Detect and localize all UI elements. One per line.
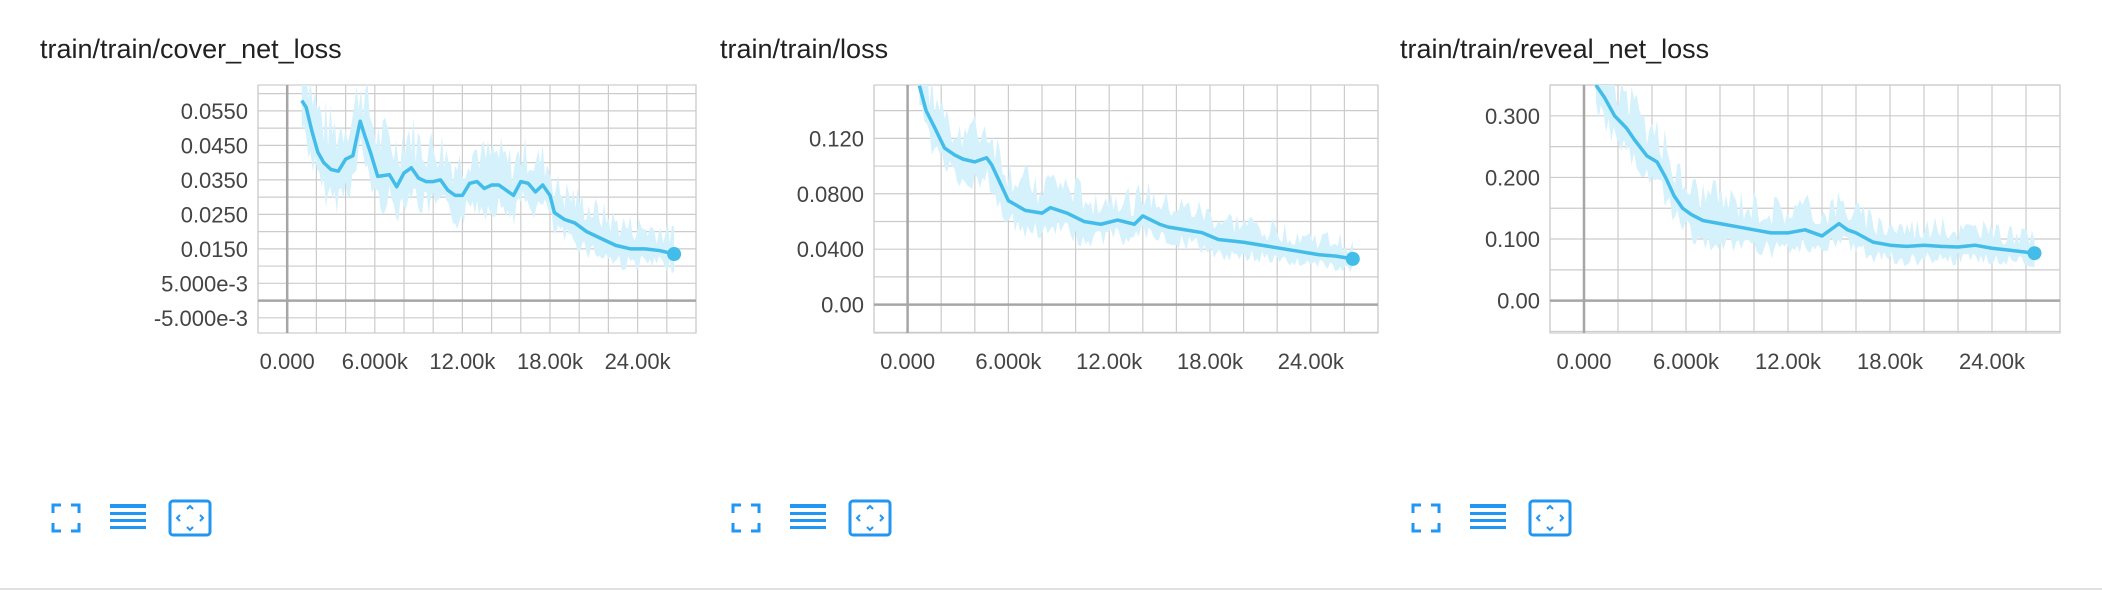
fit-domain-icon	[1528, 499, 1572, 537]
data-list-button[interactable]	[106, 498, 150, 538]
x-tick-label: 18.00k	[517, 349, 584, 374]
y-tick-label: 0.300	[1485, 104, 1540, 129]
y-tick-label: 0.0450	[181, 133, 248, 158]
x-tick-label: 12.00k	[1755, 349, 1822, 374]
x-tick-label: 6.000k	[342, 349, 409, 374]
x-tick-label: 0.000	[880, 349, 935, 374]
chart-toolbar	[44, 496, 230, 540]
y-tick-label: 0.00	[821, 293, 864, 318]
fit-domain-button[interactable]	[848, 498, 892, 538]
smoothed-series-line	[917, 85, 1354, 261]
x-tick-label: 0.000	[1556, 349, 1611, 374]
bottom-divider	[0, 588, 2102, 590]
y-tick-label: 0.200	[1485, 165, 1540, 190]
chart-title: train/train/reveal_net_loss	[1400, 34, 1710, 64]
chart-toolbar	[724, 496, 910, 540]
x-tick-label: 12.00k	[429, 349, 496, 374]
y-tick-label: 0.100	[1485, 227, 1540, 252]
x-tick-label: 0.000	[260, 349, 315, 374]
fullscreen-icon	[1411, 503, 1441, 533]
chart-title: train/train/cover_net_loss	[40, 34, 342, 64]
raw-data-band	[919, 85, 1353, 273]
x-tick-label: 6.000k	[1653, 349, 1720, 374]
x-tick-label: 12.00k	[1076, 349, 1143, 374]
data-list-button[interactable]	[786, 498, 830, 538]
x-tick-label: 24.00k	[605, 349, 672, 374]
plot-area	[300, 85, 675, 275]
fit-domain-icon	[168, 499, 212, 537]
line-chart[interactable]: 0.00 0.0400 0.0800 0.120 0.000 6.000k 12.00k 18…	[714, 70, 1394, 490]
line-chart[interactable]: 0.00 0.100 0.200 0.300 0.000 6.000k 12.00k 18.0…	[1394, 70, 2074, 490]
y-tick-label: 0.0400	[797, 237, 864, 262]
y-tick-label: 0.0800	[797, 182, 864, 207]
series-end-marker	[2027, 246, 2042, 261]
chart-card-loss: train/train/loss 0.00 0.0400 0.0800 0.120 0.…	[714, 0, 1394, 560]
data-list-button[interactable]	[1466, 498, 1510, 538]
y-tick-label: 0.0150	[181, 237, 248, 262]
list-icon	[790, 504, 826, 529]
list-icon	[1470, 504, 1506, 529]
y-tick-label: 0.0350	[181, 168, 248, 193]
plot-area	[1594, 85, 2035, 268]
y-tick-label: 0.120	[809, 126, 864, 151]
smoothed-series-line	[1594, 85, 2035, 255]
x-tick-label: 24.00k	[1959, 349, 2026, 374]
chart-toolbar	[1404, 496, 1590, 540]
line-chart[interactable]: -5.000e-3 5.000e-3 0.0150 0.0250 0.0350 0.045…	[34, 70, 714, 490]
series-end-marker	[1345, 251, 1360, 266]
fit-domain-icon	[848, 499, 892, 537]
fit-domain-button[interactable]	[1528, 498, 1572, 538]
raw-data-band	[301, 85, 675, 275]
x-tick-label: 18.00k	[1177, 349, 1244, 374]
x-tick-label: 6.000k	[975, 349, 1042, 374]
plot-border	[1549, 84, 2061, 334]
chart-title: train/train/loss	[720, 34, 889, 64]
fit-domain-button[interactable]	[168, 498, 212, 538]
fullscreen-button[interactable]	[724, 498, 768, 538]
fullscreen-icon	[51, 503, 81, 533]
plot-area	[917, 85, 1354, 273]
grid-lines	[257, 84, 697, 334]
plot-border	[873, 84, 1379, 334]
y-tick-label: 0.00	[1497, 289, 1540, 314]
x-tick-label: 18.00k	[1857, 349, 1924, 374]
series-end-marker	[667, 247, 682, 262]
y-tick-label: 5.000e-3	[161, 271, 248, 296]
list-icon	[110, 504, 146, 529]
plot-border	[257, 84, 697, 334]
y-tick-label: 0.0550	[181, 99, 248, 124]
x-tick-label: 24.00k	[1278, 349, 1345, 374]
smoothed-series-line	[300, 99, 675, 256]
fullscreen-button[interactable]	[44, 498, 88, 538]
fullscreen-button[interactable]	[1404, 498, 1448, 538]
fullscreen-icon	[731, 503, 761, 533]
chart-card-cover-net-loss: train/train/cover_net_loss -5.000e-3 5.00…	[34, 0, 714, 560]
chart-card-reveal-net-loss: train/train/reveal_net_loss 0.00 0.100 0.2…	[1394, 0, 2074, 560]
y-tick-label: 0.0250	[181, 202, 248, 227]
y-tick-label: -5.000e-3	[154, 306, 248, 331]
